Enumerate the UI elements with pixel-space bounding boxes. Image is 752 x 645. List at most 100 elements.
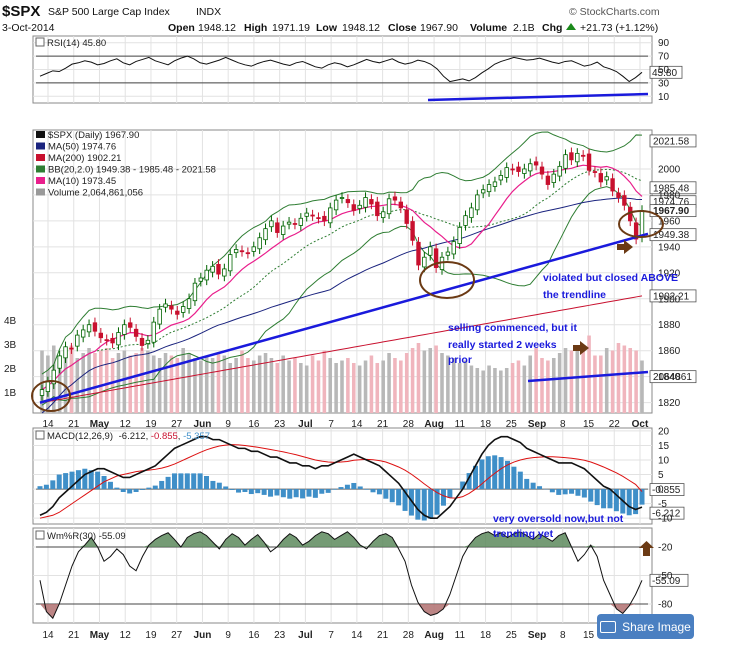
volume-bar: [251, 360, 256, 413]
high-label: High: [244, 22, 267, 34]
share-image-label: Share Image: [622, 619, 691, 634]
macd-histogram-bar: [402, 489, 408, 511]
volume-bar: [216, 353, 221, 413]
candle-body: [504, 167, 509, 178]
candle-body: [551, 173, 556, 183]
volume-bar: [193, 358, 197, 413]
exchange: INDX: [196, 6, 221, 18]
candle-body: [198, 277, 204, 282]
volume-bar: [557, 353, 562, 413]
candle-body: [298, 217, 304, 226]
volume-bar: [381, 360, 385, 413]
macd-histogram-bar: [242, 489, 248, 492]
volume-bar: [134, 353, 138, 413]
macd-panel-frame: [32, 427, 653, 525]
volume-bar: [493, 368, 497, 413]
price-y-tick: 2000: [658, 164, 681, 175]
annotation-selling-2: really started 2 weeks: [448, 339, 557, 351]
price-legend-swatch: [36, 188, 45, 196]
macd-histogram-bar: [319, 489, 325, 494]
wmr-legend-swatch: [35, 530, 45, 540]
up-arrow-icon: [566, 23, 576, 30]
ma50-line: [41, 197, 643, 414]
macd-value-box: [649, 483, 685, 496]
ohlc-row: Open 1948.12 High 1971.19 Low 1948.12 Cl…: [168, 22, 658, 34]
volume-bar: [87, 348, 91, 413]
volume-bar: [210, 358, 215, 413]
macd-histogram-bar: [466, 473, 472, 490]
macd-signal-line: [39, 444, 643, 519]
right-arrow-icon: [617, 240, 633, 254]
macd-histogram-bar: [517, 471, 523, 490]
volume-bar: [434, 345, 438, 413]
macd-histogram-bar: [139, 489, 145, 490]
price-x-tick: 23: [274, 419, 286, 430]
volume-bar: [634, 350, 638, 413]
candle-body: [222, 268, 227, 277]
macd-histogram-bar: [261, 489, 267, 495]
share-image-button[interactable]: Share Image: [597, 614, 694, 639]
macd-legend-swatch: [35, 430, 45, 440]
volume-bar: [140, 348, 144, 413]
macd-histogram-bar: [408, 489, 414, 516]
close-value: 1967.90: [420, 22, 458, 34]
volume-bar: [299, 363, 303, 413]
macd-value-label: -6.212: [652, 509, 681, 520]
price-x-tick: 16: [248, 419, 260, 430]
price-x-tick: 19: [145, 419, 157, 430]
macd-histogram-bar: [415, 489, 421, 520]
volume-bar: [369, 355, 374, 413]
rsi-line: [39, 55, 643, 83]
candle-body: [486, 184, 492, 193]
candle-body: [522, 168, 527, 174]
macd-histogram-bar: [37, 486, 43, 490]
candle-body: [233, 249, 239, 254]
volume-bar: [351, 363, 356, 413]
price-value-label: 1967.90: [653, 206, 690, 217]
price-value-box: [649, 181, 697, 195]
volume-bar: [516, 360, 521, 413]
right-arrow-icon: [573, 341, 589, 355]
macd-histogram-bar: [581, 489, 587, 498]
volume-bar: [75, 358, 80, 413]
price-value-box: [649, 204, 697, 218]
volume-bar: [404, 353, 409, 413]
candle-body: [304, 212, 309, 217]
volume-bar: [528, 355, 533, 413]
candle-body: [557, 165, 562, 177]
candle-body: [245, 252, 251, 255]
price-legend-swatch: [36, 142, 45, 150]
volume-trendline: [527, 370, 649, 383]
rsi-legend-swatch: [35, 37, 45, 47]
rsi-y-tick: 70: [658, 52, 670, 63]
candle-body: [228, 254, 233, 272]
volume-bar: [575, 345, 580, 413]
candle-body: [475, 194, 480, 211]
volume-bar: [57, 355, 62, 413]
candle-body: [516, 166, 521, 172]
candle-body: [180, 306, 186, 313]
volume-bar: [110, 358, 115, 413]
signal-value: -0.855: [151, 431, 178, 442]
wmr-x-tick: 8: [560, 630, 566, 641]
macd-histogram-bar: [210, 480, 216, 490]
volume-bar: [99, 350, 103, 413]
candle-body: [69, 347, 74, 350]
macd-value-label: -0.855: [652, 485, 681, 496]
volume-value: 2.1B: [513, 22, 535, 34]
wmr-value-box: [649, 573, 689, 587]
candle-body: [386, 198, 392, 215]
candle-body: [45, 381, 51, 392]
volume-bar: [569, 350, 574, 413]
candle-body: [286, 221, 292, 225]
macd-histogram-bar: [229, 489, 235, 490]
macd-histogram-bar: [338, 487, 344, 490]
volume-bar: [357, 365, 362, 413]
wmr-x-tick: 18: [480, 630, 492, 641]
candle-body: [86, 324, 92, 333]
price-x-tick: 28: [403, 419, 415, 430]
price-x-tick: 12: [120, 419, 132, 430]
price-legend-swatch: [36, 177, 45, 184]
candle-body: [428, 246, 433, 256]
